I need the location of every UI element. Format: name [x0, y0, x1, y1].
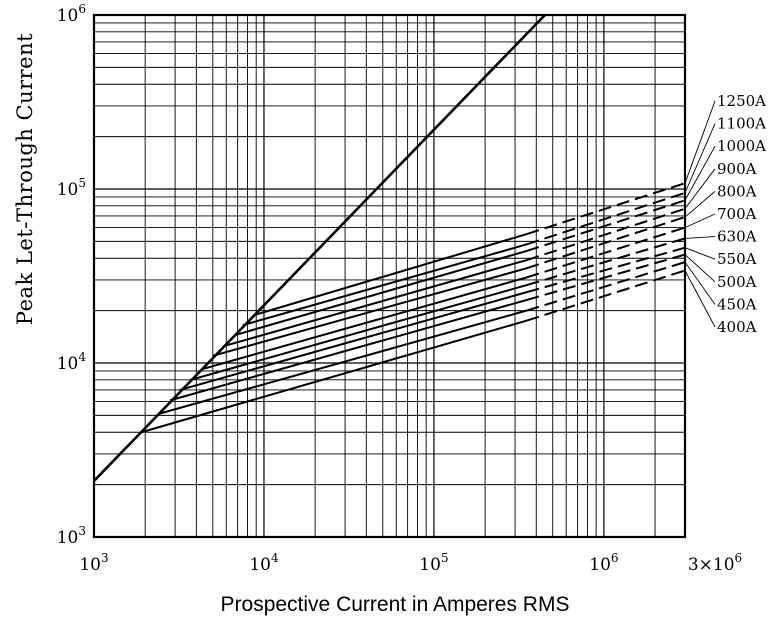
curve-dashed-segment: [526, 237, 686, 287]
curve-solid-segment: [255, 233, 527, 316]
rating-label: 400A: [717, 318, 757, 336]
y-axis-label: Peak Let-Through Current: [13, 33, 37, 325]
curve-400A: [141, 269, 686, 434]
rating-curves: [141, 182, 686, 434]
curve-500A: [169, 253, 686, 402]
rating-label: 1000A: [717, 137, 766, 155]
curve-solid-segment: [190, 284, 527, 381]
curve-450A: [158, 261, 686, 415]
x-axis-label: Prospective Current in Amperes RMS: [221, 593, 570, 616]
curve-800A: [212, 216, 686, 357]
rating-leader: [684, 213, 716, 229]
plot-frame: [92, 13, 687, 539]
curve-dashed-segment: [526, 191, 686, 246]
rating-leader: [684, 270, 716, 328]
curve-solid-segment: [242, 243, 527, 327]
rating-leader: [684, 247, 716, 260]
rating-label: 450A: [717, 295, 757, 313]
rating-label: 630A: [717, 228, 757, 246]
rating-label: 800A: [717, 182, 757, 200]
x-tick-label: 106: [589, 551, 618, 575]
y-tick-label: 106: [57, 2, 86, 26]
rating-label: 500A: [717, 273, 757, 291]
curve-solid-segment: [223, 259, 527, 348]
curve-700A: [201, 226, 686, 371]
curve-solid-segment: [212, 267, 527, 357]
rating-leader: [684, 123, 716, 194]
y-tick-label: 104: [57, 350, 87, 374]
curve-dashed-segment: [526, 216, 686, 270]
x-tick-label: 104: [249, 551, 279, 575]
curve-solid-segment: [179, 291, 527, 391]
rating-leader: [684, 254, 716, 283]
y-tick-labels: 103 104 105 106: [57, 2, 87, 548]
curve-1100A: [242, 191, 686, 327]
rating-label: 1250A: [717, 92, 766, 110]
curve-dashed-segment: [526, 253, 686, 302]
rating-leader: [684, 236, 716, 239]
curve-solid-segment: [158, 309, 527, 415]
x-tick-label: 3×106: [688, 551, 742, 575]
curve-dashed-segment: [526, 261, 686, 312]
rating-labels: 1250A 1100A 1000A 900A 800A 700A 630A 550A 500A 4…: [684, 92, 766, 336]
curve-1000A: [235, 199, 686, 336]
curve-630A: [190, 237, 686, 381]
x-tick-label: 103: [79, 551, 108, 575]
rating-leader: [684, 261, 716, 305]
rating-leader: [684, 191, 716, 218]
curve-dashed-segment: [526, 226, 686, 279]
rating-label: 1100A: [717, 115, 766, 133]
curve-900A: [223, 207, 686, 348]
rating-leader: [684, 100, 716, 184]
curve-dashed-segment: [526, 269, 686, 322]
curve-dashed-segment: [526, 207, 686, 262]
rating-leader: [684, 145, 716, 201]
max-peak-line: [93, 14, 546, 482]
max-peak-segment: [93, 14, 546, 482]
rating-label: 700A: [717, 205, 757, 223]
curve-dashed-segment: [526, 246, 686, 294]
x-tick-label: 105: [419, 551, 448, 575]
curve-solid-segment: [141, 319, 527, 434]
curve-dashed-segment: [526, 182, 686, 236]
y-tick-label: 103: [57, 524, 86, 548]
curve-solid-segment: [169, 299, 527, 402]
curve-solid-segment: [235, 250, 527, 336]
grid: [93, 15, 686, 538]
rating-label: 900A: [717, 160, 757, 178]
x-tick-labels: 103 104 105 106 3×106: [79, 551, 742, 575]
rating-label: 550A: [717, 250, 757, 268]
curve-550A: [179, 246, 686, 391]
y-tick-label: 105: [57, 176, 86, 200]
curve-dashed-segment: [526, 199, 686, 252]
curve-1250A: [255, 182, 686, 316]
rating-leader: [684, 168, 716, 210]
curve-solid-segment: [201, 276, 527, 371]
